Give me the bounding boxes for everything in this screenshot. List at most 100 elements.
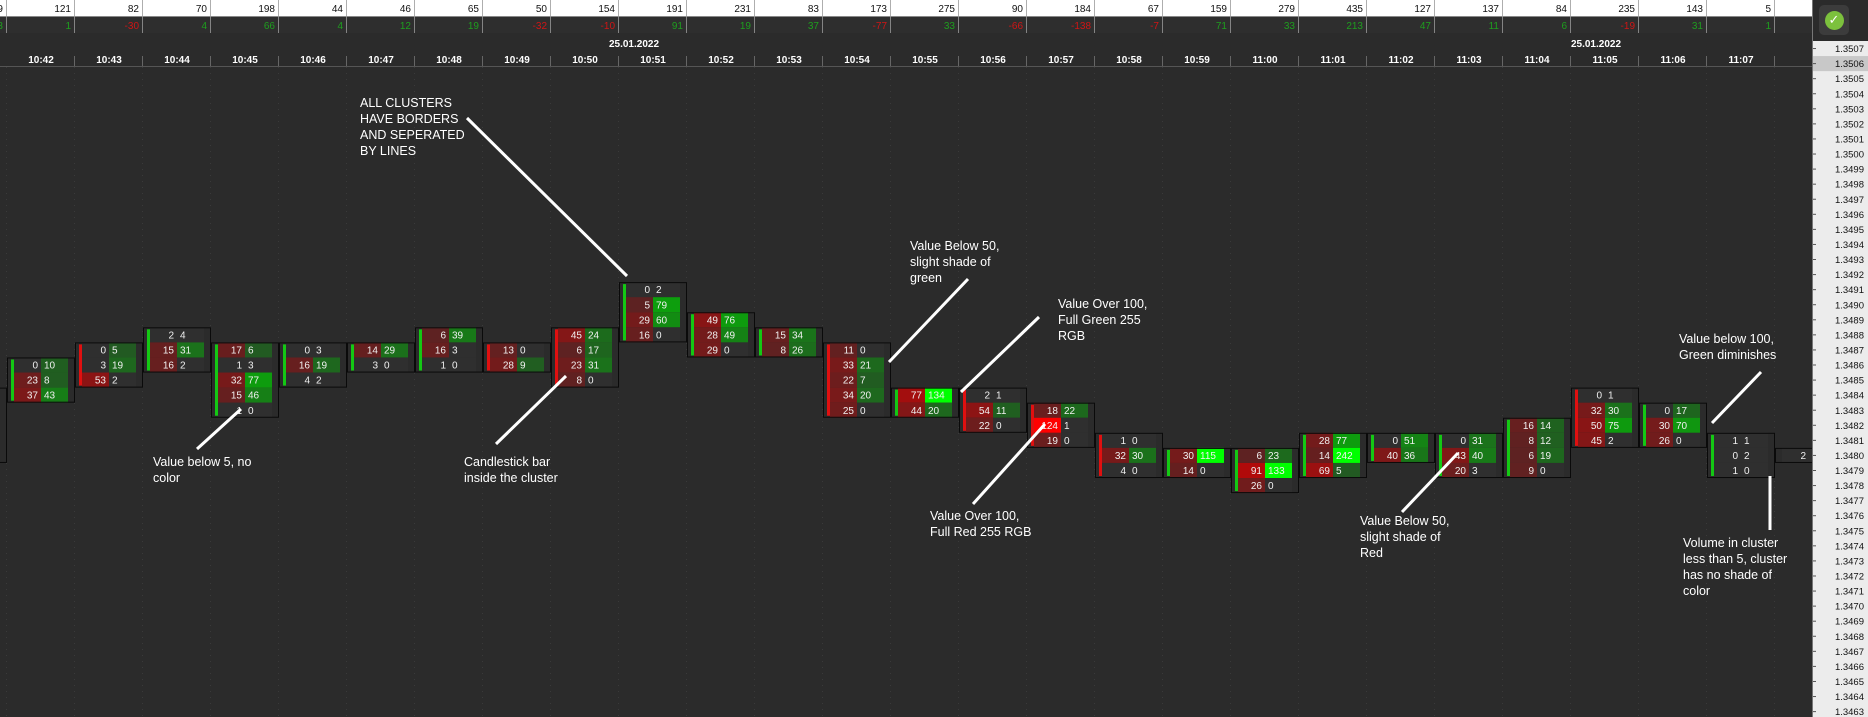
ok-button[interactable]: ✓ [1819,5,1849,35]
cluster[interactable]: 15 348 26 [755,327,823,358]
ask-volume: 2 [656,285,662,296]
volume-value: 65 [468,4,480,15]
ask-volume: 43 [44,391,56,402]
ask-volume: 0 [384,361,390,372]
price-label: 1.3470 [1835,602,1864,613]
ask-cell [1605,387,1632,403]
bid-volume: 0 [1732,451,1738,462]
bid-cell [1238,447,1265,463]
cluster[interactable]: 30 115 14 0 [1163,447,1231,479]
cluster-border [1163,447,1231,479]
candle-body [1167,449,1170,477]
ask-volume: 75 [1608,421,1620,432]
price-label: 1.3466 [1835,662,1864,673]
cluster[interactable]: 6 23 91 133 26 0 [1231,447,1299,494]
annotation-pointer [887,277,970,364]
cluster-border [1027,402,1095,448]
candle-body [1235,449,1238,492]
cluster-cell: 77 134 [898,387,952,403]
cluster-cell: 13 0 [490,342,544,358]
ask-volume: 24 [588,330,600,341]
delta-value: 4 [337,21,343,32]
cluster[interactable]: 14 293 0 [347,342,415,373]
cluster[interactable]: 49 76 28 49 29 0 [687,312,755,358]
cluster[interactable]: 77 134 44 20 [891,387,959,418]
cluster[interactable]: 11 0 33 21 22 7 34 20 25 0 [823,342,891,418]
cluster-border [483,342,551,373]
cluster[interactable]: 0 51 40 36 [1367,432,1435,463]
bid-volume: 15 [231,391,243,402]
bid-cell [1578,402,1605,418]
volume-value: 44 [332,4,344,15]
bid-volume: 6 [576,345,582,356]
cluster-cell: 32 30 [1102,447,1156,463]
bid-volume: 43 [1455,451,1467,462]
cluster[interactable]: 28 77 14 242 69 5 [1299,432,1367,479]
ask-cell [653,327,680,343]
cluster[interactable]: 1 032 304 0 [1095,432,1163,479]
cluster[interactable]: 0 10 23 8 37 43 [7,357,75,403]
cluster-cell: 16 2 [150,357,204,373]
cluster-cell: 22 0 [966,417,1020,433]
cluster-border [1367,432,1435,463]
ask-cell [381,357,408,373]
ask-cell [1537,417,1564,433]
ask-cell [585,342,612,358]
bid-volume: 34 [843,391,855,402]
bid-volume: 6 [1256,451,1262,462]
ask-volume: 5 [1336,466,1342,477]
cluster[interactable]: 2 1 54 11 22 0 [959,387,1027,433]
bid-volume: 28 [1319,436,1331,447]
cluster[interactable] [0,387,7,463]
ask-cell [381,342,408,358]
cluster[interactable]: 1 10 21 0 [1707,432,1775,479]
ask-cell [449,357,476,373]
cluster[interactable]: 0 316 194 2 [279,342,347,388]
cluster[interactable]: 176133277154610 [211,342,279,418]
cluster-cell: 34 20 [830,387,884,403]
bid-cell [694,312,721,328]
ask-volume: 23 [1268,451,1280,462]
ask-volume: 20 [860,391,872,402]
cluster[interactable]: 0 17 30 70 26 0 [1639,402,1707,448]
cluster[interactable]: 16 148 126 199 0 [1503,417,1571,479]
cluster-cell: 6 17 [558,342,612,358]
bid-volume: 20 [1455,466,1467,477]
bid-cell [82,372,109,388]
cluster[interactable]: 0 31 43 40 20 3 [1435,432,1503,479]
time-label: 10:52 [708,55,734,66]
price-label: 1.3490 [1835,300,1864,311]
ask-volume: 0 [656,330,662,341]
annotation-pointer [465,116,629,278]
cluster[interactable]: 6 39 16 31 0 [415,327,483,373]
cluster[interactable]: 0 1 32 30 50 75 45 2 [1571,387,1639,448]
cluster-border [0,387,7,463]
cluster-border [755,327,823,358]
bid-volume: 33 [843,361,855,372]
annotation-text: has no shade of [1683,568,1772,582]
ask-cell [177,342,204,358]
volume-value: 143 [1686,4,1703,15]
ask-cell [585,327,612,343]
ask-cell [1061,432,1088,448]
bid-cell [558,327,585,343]
bid-volume: 6 [1528,451,1534,462]
delta-value: -77 [873,21,888,32]
delta-value: -66 [1009,21,1024,32]
delta-value: 37 [808,21,820,32]
cluster[interactable]: 13 0 28 9 [483,342,551,373]
time-label: 10:58 [1116,55,1142,66]
ask-volume: 2 [316,376,322,387]
annotation-text: color [1683,584,1710,598]
bid-volume: 53 [95,376,107,387]
candle-body [79,344,82,386]
cluster-cell: 33 21 [830,357,884,373]
